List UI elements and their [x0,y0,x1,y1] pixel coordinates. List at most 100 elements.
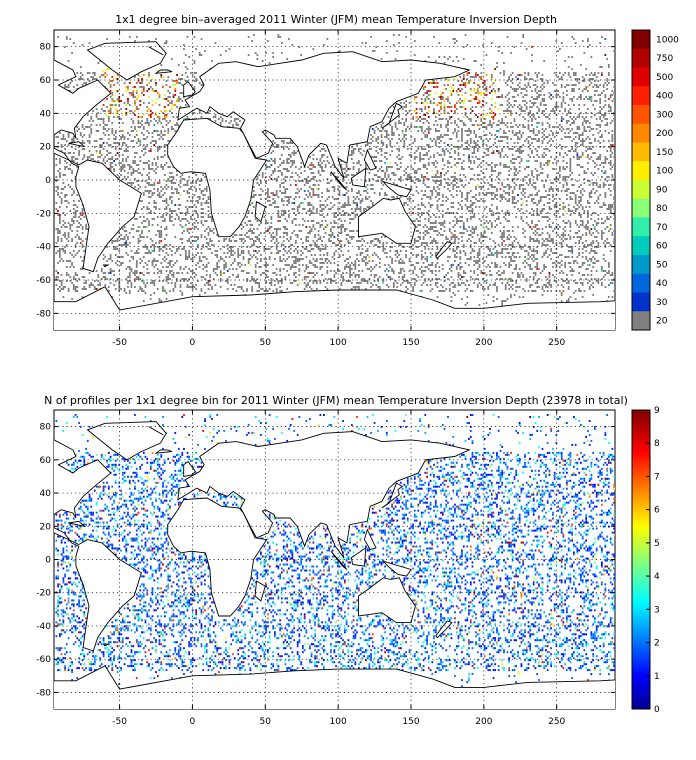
data-bin [288,154,290,156]
data-bin [195,226,198,228]
data-bin [413,170,416,172]
data-bin [137,140,140,142]
data-bin [127,138,129,140]
data-bin [384,264,386,266]
data-bin [398,42,400,44]
inversion-depth-panel: 1x1 degree bin–averaged 2011 Winter (JFM… [36,13,679,348]
data-bin [295,180,297,182]
data-bin [191,288,194,290]
data-bin [111,242,114,244]
data-bin [420,242,423,244]
data-bin [405,118,407,120]
data-bin [284,180,287,182]
data-bin [72,288,75,290]
data-bin [60,202,63,204]
data-bin [398,134,400,136]
data-bin [450,138,453,140]
data-bin [473,250,476,252]
data-bin [447,96,449,98]
data-bin [385,252,388,254]
data-bin [191,200,194,202]
data-bin [461,136,463,138]
data-bin [492,198,495,200]
data-bin [160,74,163,76]
data-bin [261,190,264,192]
data-bin [170,274,173,276]
data-bin [282,168,285,170]
data-bin [387,176,390,178]
data-bin [482,160,484,162]
data-bin [468,160,470,162]
data-bin [121,262,124,264]
data-bin [148,250,150,252]
data-bin [202,194,205,196]
data-bin [92,120,94,122]
data-bin [399,102,402,104]
data-bin [162,118,164,120]
data-bin [258,290,261,292]
data-bin [240,250,243,252]
data-bin [59,158,61,160]
data-bin [223,266,226,268]
data-bin [107,144,110,146]
data-bin [186,200,189,202]
data-bin [125,158,128,160]
data-bin [113,274,115,276]
data-bin [251,230,254,232]
data-bin [457,208,460,210]
data-bin [230,252,233,254]
data-bin [384,252,386,254]
data-bin [431,248,434,250]
data-bin [228,238,231,240]
data-bin [314,228,316,230]
data-bin [347,204,350,206]
data-bin [469,178,472,180]
data-bin [139,76,142,78]
data-bin [172,264,175,266]
data-bin [450,166,453,168]
data-bin [455,132,458,134]
data-bin [443,110,446,112]
data-bin [429,102,432,104]
data-bin [172,116,175,118]
data-bin [144,152,147,154]
data-bin [419,236,421,238]
data-bin [408,282,411,284]
data-bin [116,82,119,84]
data-bin [412,212,414,214]
data-bin [232,246,234,248]
data-bin [141,80,143,82]
data-bin [170,216,173,218]
data-bin [335,282,337,284]
data-bin [81,266,84,268]
data-bin [438,194,441,196]
data-bin [142,194,145,196]
data-bin [345,186,348,188]
data-bin [251,288,254,290]
data-bin [74,158,77,160]
data-bin [184,278,187,280]
data-bin [475,92,477,94]
data-bin [410,264,413,266]
data-bin [170,106,173,108]
data-bin [214,120,217,122]
data-bin [72,284,75,286]
data-bin [190,186,192,188]
data-bin [480,198,483,200]
data-bin [272,272,275,274]
data-bin [382,248,385,250]
data-bin [478,102,481,104]
data-bin [373,132,376,134]
data-bin [296,192,299,194]
data-bin [371,240,374,242]
data-bin [312,220,315,222]
data-bin [71,140,73,142]
data-bin [170,180,173,182]
data-bin [57,210,59,212]
data-bin [342,210,344,212]
data-bin [310,204,313,206]
data-bin [476,260,479,262]
data-bin [361,42,364,44]
data-bin [457,290,460,292]
data-bin [153,170,156,172]
